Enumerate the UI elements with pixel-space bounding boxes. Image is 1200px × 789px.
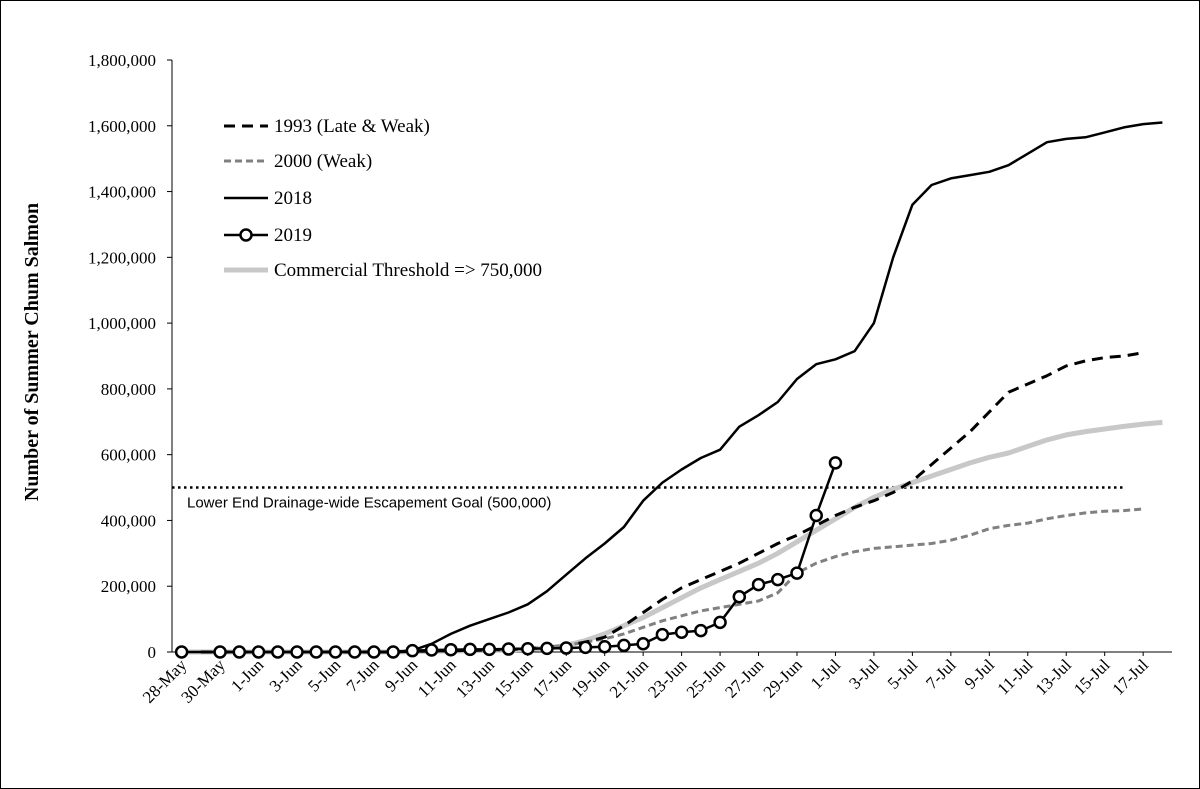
data-point-marker [751,577,766,592]
y-tick-label: 800,000 [101,380,156,399]
x-tick-label: 7-Jun [343,655,384,696]
y-tick-label: 1,400,000 [88,183,156,202]
x-tick-label: 15-Jul [1070,655,1114,699]
axes [171,60,1172,653]
data-point-marker [309,645,323,659]
data-point-marker [501,642,516,656]
x-tick-label: 11-Jun [414,655,460,701]
data-point-marker [521,641,535,656]
y-tick-label: 0 [148,643,157,662]
data-point-marker [367,645,381,659]
legend-marker [239,228,253,242]
y-tick-label: 400,000 [101,511,156,530]
x-tick-label: 7-Jul [922,655,960,693]
x-tick-label: 1-Jul [807,655,845,693]
y-tick-label: 1,800,000 [88,51,156,70]
data-point-marker [328,645,343,659]
data-point-marker [386,645,400,659]
data-point-marker [617,638,631,653]
data-point-marker [347,645,362,659]
y-tick-label: 1,600,000 [88,117,156,136]
data-point-marker [771,572,785,587]
series-3 [174,456,843,659]
series-1 [200,507,1144,654]
legend-label: 2000 (Weak) [274,151,372,172]
data-point-marker [482,642,497,657]
x-tick-label: 13-Jun [452,655,499,702]
x-tick-label: 25-Jun [683,655,730,702]
x-tick-label: 27-Jun [721,655,768,702]
data-point-marker [251,645,266,659]
data-point-marker [578,640,593,655]
series-line [200,351,1144,654]
x-tick-label: 17-Jul [1108,655,1152,699]
legend-label: 2018 [274,188,312,209]
x-tick-label: 5-Jul [884,655,922,693]
data-point-marker [828,456,843,470]
y-tick-label: 1,000,000 [88,314,156,333]
reference-line-group: Lower End Drainage-wide Escapement Goal … [172,486,1124,512]
legend-label: 1993 (Late & Weak) [274,116,430,137]
x-tick-label: 29-Jun [760,655,807,702]
x-tick-label: 30-May [177,655,229,707]
series-2 [181,121,1163,654]
y-axis-label: Number of Summer Chum Salmon [21,203,43,501]
data-point-marker [271,645,285,659]
data-point-marker [713,615,727,630]
y-ticks: 0 200,000 400,000 600,000 800,000 1,000,000 1,… [88,51,172,662]
x-tick-label: 5-Jun [304,655,345,696]
data-point-marker [424,643,439,657]
x-tick-label: 19-Jun [567,655,614,702]
data-point-marker [290,645,304,659]
data-point-marker [674,625,689,640]
x-tick-label: 13-Jul [1032,655,1076,699]
data-point-marker [463,642,477,657]
x-tick-label: 23-Jun [644,655,691,702]
data-point-marker [732,589,747,604]
x-tick-label: 21-Jun [606,655,653,702]
data-point-marker [694,623,708,638]
x-tick-label: 1-Jun [227,655,268,696]
legend-label: 2019 [274,225,312,246]
data-point-marker [213,645,227,659]
reference-line-label: Lower End Drainage-wide Escapement Goal … [187,495,551,512]
x-ticks: 28-May30-May1-Jun3-Jun5-Jun7-Jun9-Jun11-… [139,652,1152,707]
y-tick-label: 200,000 [101,577,156,596]
data-point-marker [790,566,804,580]
data-point-marker [636,637,650,651]
series-0 [200,351,1144,654]
x-tick-label: 11-Jul [994,655,1037,698]
data-point-marker [597,639,612,654]
legend-label: Commercial Threshold => 750,000 [274,260,542,281]
x-tick-label: 15-Jun [490,655,537,702]
x-tick-label: 3-Jun [266,655,307,696]
series-line [220,462,837,654]
data-point-marker [655,627,670,642]
data-point-marker [809,508,823,523]
data-point-marker [540,641,554,656]
series-line [181,121,1163,654]
data-point-marker [174,645,189,659]
data-point-marker [559,641,573,655]
series-line [200,507,1144,654]
data-point-marker [232,645,247,659]
y-tick-label: 600,000 [101,446,156,465]
x-tick-label: 9-Jul [961,655,999,693]
legend: 1993 (Late & Weak) 2000 (Weak) 2018 2019 Com… [224,116,542,281]
x-tick-label: 17-Jun [529,655,576,702]
data-point-marker [405,643,420,658]
y-tick-label: 1,200,000 [88,248,156,267]
x-tick-label: 3-Jul [845,655,883,693]
series-group [174,121,1163,659]
data-point-marker [444,642,458,657]
